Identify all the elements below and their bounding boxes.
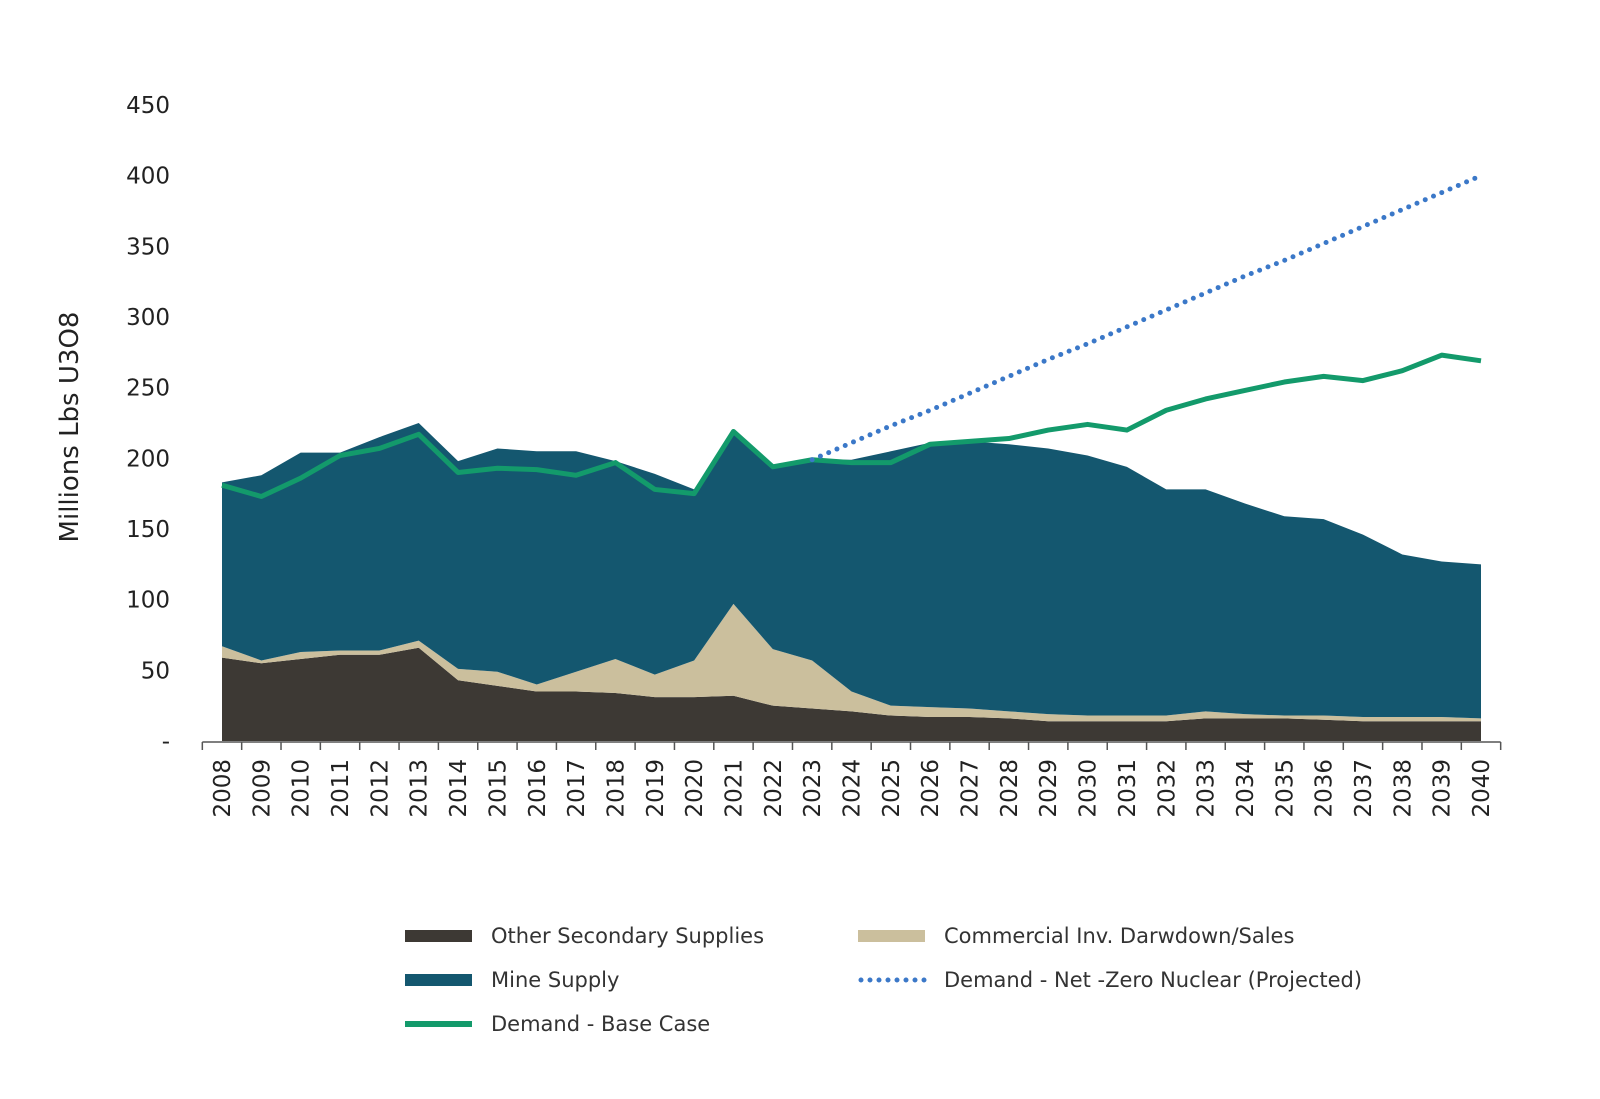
y-tick-label: 200 bbox=[126, 446, 170, 472]
y-tick-label: 250 bbox=[126, 376, 170, 402]
legend-item-demand-net-zero-nuclear-projected: Demand - Net -Zero Nuclear (Projected) bbox=[858, 968, 1362, 992]
x-tick-label: 2039 bbox=[1430, 759, 1456, 818]
x-tick-label: 2034 bbox=[1233, 759, 1259, 818]
line-demand-base-case bbox=[221, 352, 1482, 499]
x-tick-label: 2021 bbox=[721, 759, 747, 818]
y-tick-label: 400 bbox=[126, 164, 170, 190]
x-tick-label: 2020 bbox=[682, 759, 708, 818]
x-tick-label: 2016 bbox=[525, 759, 551, 818]
x-tick-label: 2027 bbox=[958, 759, 984, 818]
legend-swatch bbox=[405, 1021, 472, 1027]
y-tick-label: 300 bbox=[126, 305, 170, 331]
y-tick-label: 350 bbox=[126, 234, 170, 260]
legend-label: Commercial Inv. Darwdown/Sales bbox=[944, 924, 1294, 948]
y-tick-label: 100 bbox=[126, 588, 170, 614]
y-axis-title: Millions Lbs U3O8 bbox=[55, 312, 85, 543]
x-tick-label: 2022 bbox=[761, 759, 787, 818]
legend-label: Other Secondary Supplies bbox=[491, 924, 764, 948]
x-tick-label: 2033 bbox=[1194, 759, 1220, 818]
x-tick-label: 2036 bbox=[1312, 759, 1338, 818]
stacked-areas bbox=[222, 423, 1481, 741]
x-tick-label: 2040 bbox=[1469, 759, 1495, 818]
y-tick-label: 50 bbox=[141, 658, 170, 684]
x-tick-label: 2025 bbox=[879, 759, 905, 818]
legend-label: Mine Supply bbox=[491, 968, 619, 992]
x-tick-label: 2035 bbox=[1272, 759, 1298, 818]
x-tick-label: 2028 bbox=[997, 759, 1023, 818]
x-tick-label: 2029 bbox=[1036, 759, 1062, 818]
area-mine-supply bbox=[222, 423, 1481, 719]
x-tick-label: 2031 bbox=[1115, 759, 1141, 818]
x-tick-label: 2026 bbox=[918, 759, 944, 818]
x-tick-label: 2038 bbox=[1390, 759, 1416, 818]
demand-lines bbox=[221, 173, 1484, 499]
x-tick-label: 2010 bbox=[289, 759, 315, 818]
x-tick-label: 2017 bbox=[564, 759, 590, 818]
legend-item-mine-supply: Mine Supply bbox=[405, 968, 619, 992]
legend: Other Secondary Supplies Commercial Inv. … bbox=[405, 924, 1362, 1036]
legend-label: Demand - Base Case bbox=[491, 1012, 710, 1036]
x-tick-label: 2011 bbox=[328, 759, 354, 818]
y-tick-label: - bbox=[162, 729, 170, 755]
legend-item-other-secondary-supplies: Other Secondary Supplies bbox=[405, 924, 764, 948]
y-tick-label: 150 bbox=[126, 517, 170, 543]
area-commercial-inv-darwdown-sales bbox=[222, 603, 1481, 722]
legend-swatch bbox=[858, 930, 925, 942]
legend-label: Demand - Net -Zero Nuclear (Projected) bbox=[944, 968, 1362, 992]
x-tick-label: 2014 bbox=[446, 759, 472, 818]
x-tick-label: 2030 bbox=[1076, 759, 1102, 818]
area-other-secondary-supplies bbox=[222, 647, 1481, 741]
x-tick-label: 2008 bbox=[210, 759, 236, 818]
legend-swatch bbox=[405, 930, 472, 942]
x-tick-label: 2019 bbox=[643, 759, 669, 818]
x-tick-label: 2013 bbox=[407, 759, 433, 818]
y-tick-label: 450 bbox=[126, 93, 170, 119]
x-tick-label: 2015 bbox=[485, 759, 511, 818]
legend-item-commercial-inv-darwdown-sales: Commercial Inv. Darwdown/Sales bbox=[858, 924, 1294, 948]
x-tick-label: 2012 bbox=[367, 759, 393, 818]
axes: 2008 2009 2010 2011 2012 2013 2014 2015 2016 2017… bbox=[126, 93, 1502, 818]
x-tick-label: 2032 bbox=[1154, 759, 1180, 818]
x-tick-label: 2037 bbox=[1351, 759, 1377, 818]
legend-swatch bbox=[405, 974, 472, 986]
x-tick-label: 2009 bbox=[249, 759, 275, 818]
x-tick-label: 2024 bbox=[840, 759, 866, 818]
x-tick-label: 2023 bbox=[800, 759, 826, 818]
legend-item-demand-base-case: Demand - Base Case bbox=[405, 1012, 710, 1036]
x-tick-label: 2018 bbox=[603, 759, 629, 818]
line-demand-net-zero-nuclear-projected bbox=[809, 173, 1484, 463]
